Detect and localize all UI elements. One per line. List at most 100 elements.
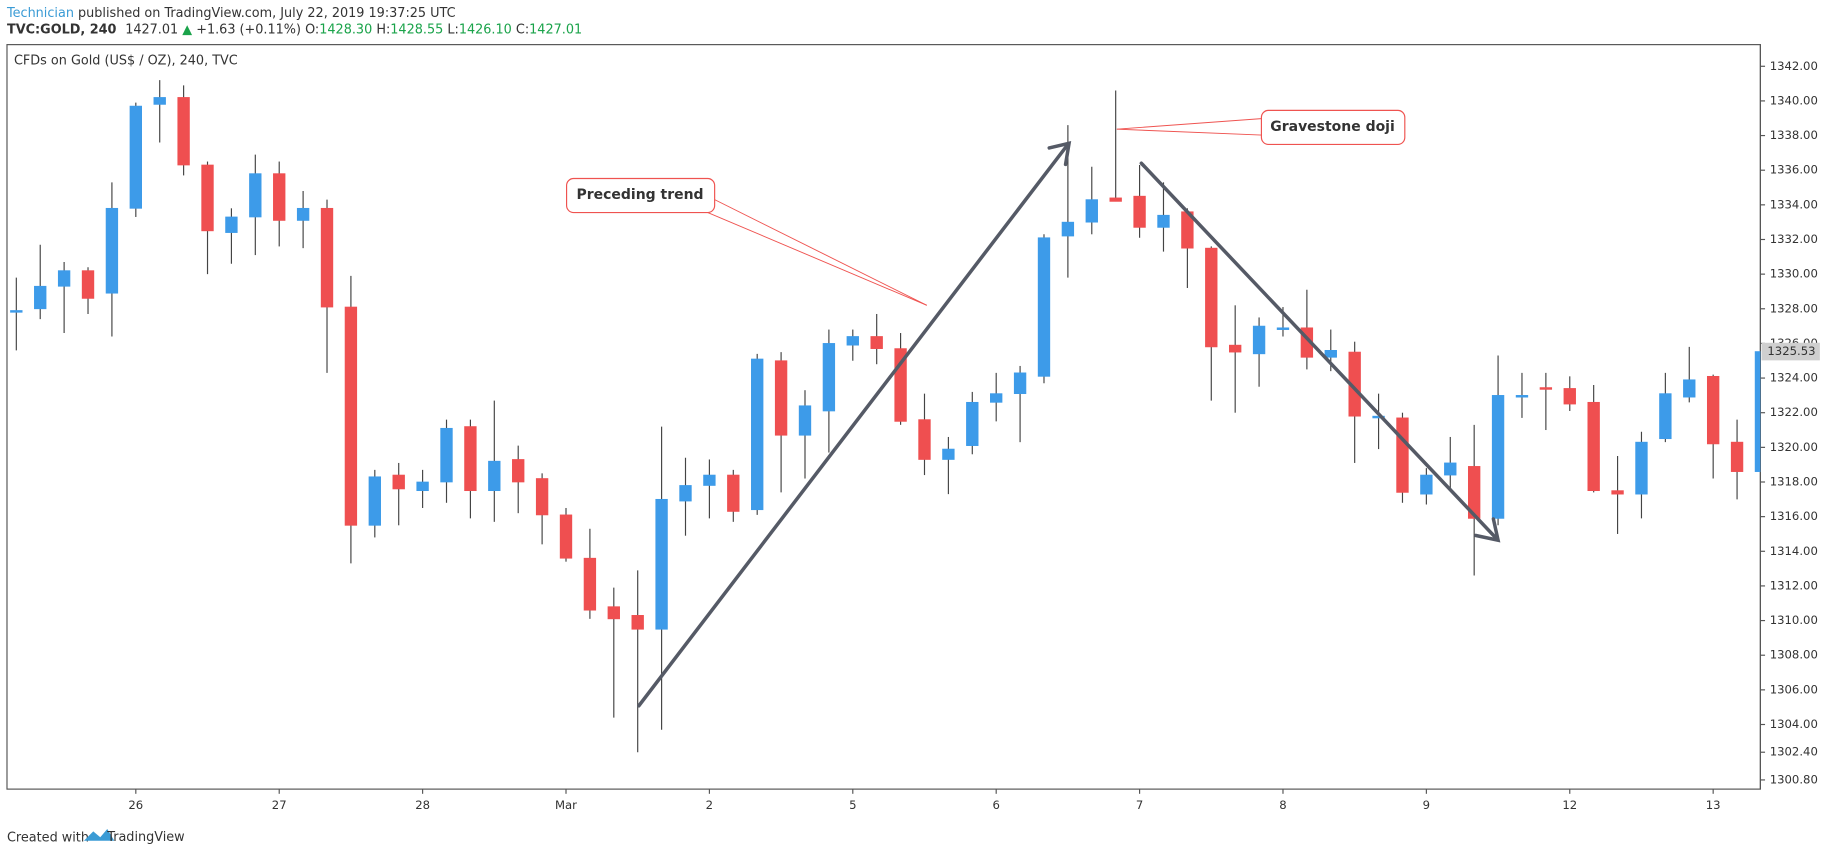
candle-body <box>177 97 190 166</box>
candle-body <box>1563 388 1576 405</box>
symbol-line: TVC:GOLD, 240 1427.01 ▲ +1.63 (+0.11%) O… <box>7 22 582 37</box>
y-tick-label: 1324.00 <box>1770 371 1818 385</box>
trend-arrow <box>1139 161 1499 541</box>
y-tick-label: 1308.00 <box>1770 648 1818 662</box>
candle-body <box>966 401 979 446</box>
callout-line <box>699 208 928 306</box>
candle-body <box>1109 197 1122 202</box>
last: 1427.01 <box>125 22 178 37</box>
candle-body <box>1587 401 1600 492</box>
callout-line <box>1116 118 1262 130</box>
ohlc-value: 1428.55 <box>390 22 443 37</box>
candle-body <box>1706 375 1720 445</box>
candle-body <box>727 474 740 512</box>
candle-body <box>1396 417 1409 493</box>
price-label-box <box>1761 342 1820 361</box>
arrow-head <box>1474 517 1501 543</box>
y-tick-label: 1340.00 <box>1770 93 1818 107</box>
ohlc-label: O: <box>305 22 319 37</box>
candle-body <box>846 336 859 346</box>
candle-body <box>1324 349 1337 358</box>
candle-body <box>1420 474 1433 495</box>
candle-body <box>1539 387 1553 390</box>
candle-body <box>798 405 812 436</box>
callout-text: Gravestone doji <box>1270 119 1395 135</box>
y-tick-label: 1338.00 <box>1770 128 1818 142</box>
x-tick-label: 27 <box>272 798 287 812</box>
candle-body <box>631 615 644 630</box>
footer: Created with <box>7 830 89 845</box>
candle-body <box>679 485 692 502</box>
candle-body <box>249 173 262 218</box>
footer-text: Created with <box>7 830 89 845</box>
candle-body <box>1061 221 1075 237</box>
drawings <box>637 140 1501 708</box>
candle-body <box>894 348 907 422</box>
trend-arrow <box>637 142 1070 708</box>
candle-body <box>942 448 955 460</box>
x-tick-label: 5 <box>849 798 856 812</box>
ohlc-label: H: <box>376 22 390 37</box>
candle-body <box>607 606 620 620</box>
candle-body <box>703 474 716 486</box>
candle-body <box>57 270 71 287</box>
candles <box>10 80 1761 753</box>
footer-brand[interactable]: TradingView <box>106 830 184 845</box>
candle-body <box>1276 327 1290 330</box>
candle-body <box>392 474 405 490</box>
candle-body <box>1491 395 1505 519</box>
y-tick-label: 1318.00 <box>1770 474 1818 488</box>
candle-body <box>1659 393 1672 440</box>
callout-box[interactable] <box>1260 109 1406 146</box>
candle-body <box>559 514 573 559</box>
candle-body <box>990 393 1003 403</box>
candle-body <box>870 336 883 349</box>
x-tick-label: 8 <box>1279 798 1286 812</box>
candle-body <box>488 460 501 492</box>
price-label: 1325.53 <box>1767 344 1815 358</box>
brand-logo <box>83 829 115 841</box>
candle-body <box>655 498 668 630</box>
header-line: Technician published on TradingView.com,… <box>6 5 456 20</box>
author[interactable]: Technician <box>6 5 74 20</box>
candle-body <box>1157 214 1170 228</box>
candle-body <box>774 360 788 436</box>
candle-body <box>129 105 142 209</box>
y-tick-label: 1302.40 <box>1770 745 1818 759</box>
candle-body <box>81 270 95 299</box>
y-tick-label: 1314.00 <box>1770 544 1818 558</box>
y-tick-label: 1304.00 <box>1770 717 1818 731</box>
candle-body <box>583 557 597 611</box>
candle-body <box>751 358 764 511</box>
candle-body <box>1467 466 1481 519</box>
candle-body <box>10 310 23 313</box>
x-tick-label: Mar <box>555 798 577 812</box>
x-tick-label: 13 <box>1706 798 1721 812</box>
ohlc-value: 1428.30 <box>319 22 372 37</box>
candle-body <box>34 285 47 310</box>
x-tick-label: 26 <box>128 798 143 812</box>
candle-body <box>225 216 238 233</box>
callout-box[interactable] <box>566 177 716 214</box>
ohlc-value: 1427.01 <box>529 22 582 37</box>
chart-title: CFDs on Gold (US$ / OZ), 240, TVC <box>14 54 238 69</box>
candle-body <box>368 476 381 526</box>
symbol: TVC:GOLD, 240 <box>7 22 117 37</box>
y-tick-label: 1306.00 <box>1770 682 1818 696</box>
y-tick-label: 1320.00 <box>1770 440 1818 454</box>
published: published on TradingView.com, July 22, 2… <box>78 5 456 20</box>
candle-body <box>918 419 931 460</box>
candle-body <box>464 426 477 492</box>
candle-body <box>105 207 119 294</box>
candle-body <box>1611 490 1624 495</box>
x-tick-label: 6 <box>992 798 999 812</box>
candle-body <box>201 164 214 232</box>
candle-body <box>440 427 453 483</box>
y-tick-label: 1328.00 <box>1770 301 1818 315</box>
candle-body <box>1133 195 1146 228</box>
candle-body <box>1252 325 1266 355</box>
y-tick-label: 1316.00 <box>1770 509 1818 523</box>
